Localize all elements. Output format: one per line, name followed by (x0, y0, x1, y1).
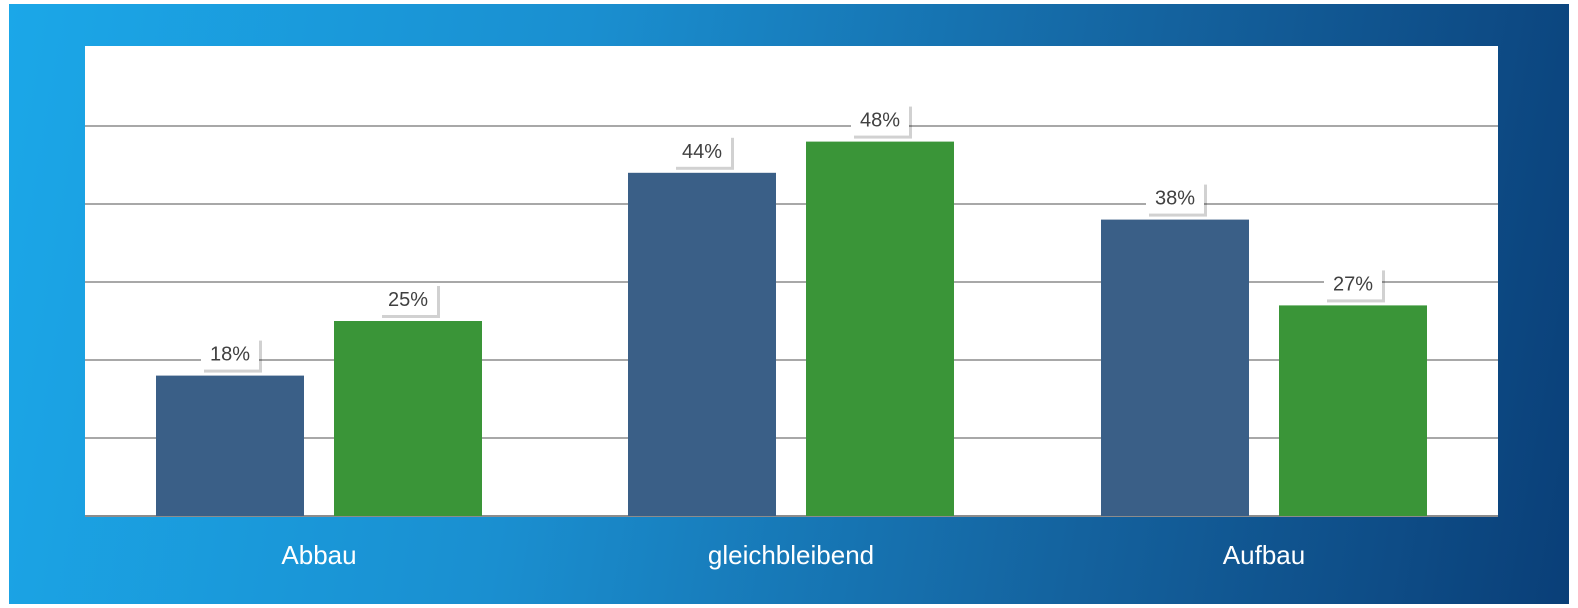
data-label-text: 48% (860, 110, 900, 132)
data-label: 38% (1146, 181, 1207, 217)
bars (156, 141, 1427, 517)
data-label: 27% (1324, 267, 1385, 303)
data-labels: 18% 25% 44% 48% 38% 27% (201, 103, 1385, 373)
bar-series-1-gleichbleibend (628, 172, 776, 517)
data-label-text: 18% (210, 344, 250, 366)
category-labels: Abbau gleichbleibend Aufbau (281, 540, 1305, 570)
data-label-box (1324, 267, 1382, 300)
data-label-text: 27% (1333, 273, 1373, 295)
data-label-text: 38% (1155, 188, 1195, 210)
data-label: 25% (379, 283, 440, 318)
data-label: 44% (673, 134, 734, 170)
bar-series-2-aufbau (1279, 305, 1427, 516)
data-label-box (379, 283, 437, 315)
data-label-box (201, 337, 259, 370)
bar-series-1-abbau (156, 375, 304, 516)
category-label: Abbau (281, 540, 356, 570)
data-label-box (851, 103, 909, 136)
category-label: gleichbleibend (708, 540, 874, 570)
data-label-text: 44% (682, 141, 722, 163)
data-label: 48% (851, 103, 912, 139)
gridlines (85, 125, 1498, 517)
bar-series-2-abbau (334, 321, 482, 516)
data-label: 18% (201, 337, 262, 373)
data-label-text: 25% (388, 289, 428, 311)
data-label-box (1146, 181, 1204, 214)
bar-series-2-gleichbleibend (806, 141, 954, 516)
data-label-box (673, 134, 731, 167)
bar-series-1-aufbau (1101, 219, 1249, 516)
category-label: Aufbau (1223, 540, 1305, 570)
